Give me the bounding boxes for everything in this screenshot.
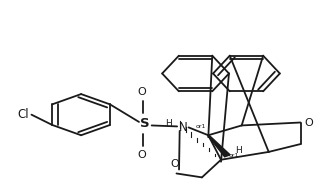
Text: H: H: [235, 146, 242, 155]
Text: or1: or1: [196, 124, 206, 130]
Text: Cl: Cl: [17, 108, 29, 121]
Text: O: O: [170, 159, 179, 169]
Text: O: O: [137, 150, 146, 160]
Text: O: O: [137, 87, 146, 97]
Text: O: O: [304, 117, 313, 128]
Text: S: S: [140, 117, 149, 130]
Text: or1: or1: [229, 153, 239, 158]
Text: H: H: [165, 119, 172, 128]
Text: N: N: [178, 121, 187, 134]
Polygon shape: [208, 135, 230, 157]
